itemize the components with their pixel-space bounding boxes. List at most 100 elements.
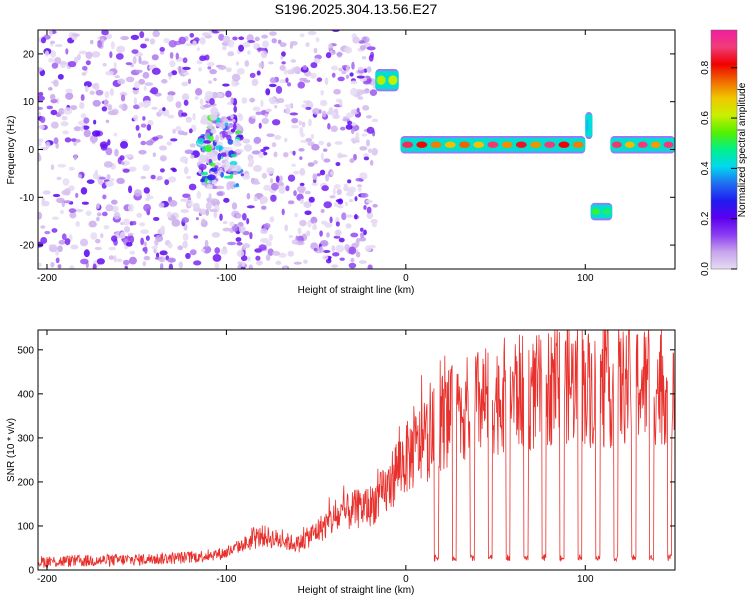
spectrogram-cell	[172, 168, 177, 173]
spectrogram-cell	[50, 164, 55, 171]
spectrogram-cell	[222, 227, 231, 232]
spectrogram-cell	[316, 77, 323, 82]
spectrogram-cell	[346, 112, 354, 118]
spectrogram-cell	[45, 141, 51, 149]
spectrogram-cell	[283, 137, 288, 143]
spectrogram-cell	[155, 252, 160, 258]
spectrogram-cell	[339, 154, 348, 158]
spectrogram-cell	[238, 225, 246, 233]
spectrogram-cell	[444, 141, 456, 148]
spectrogram-cell	[312, 107, 321, 115]
spectrogram-cell	[80, 258, 89, 265]
spectrogram-cell	[183, 99, 189, 106]
spectrogram-cell	[241, 97, 248, 104]
spectrogram-cell	[127, 232, 134, 236]
spectrogram-cell	[243, 144, 253, 152]
spectrogram-cell	[312, 173, 318, 181]
spectrogram-cell	[113, 132, 118, 137]
spectrogram-cell	[75, 192, 79, 198]
spectrogram-cell	[58, 108, 65, 115]
spectrogram-cell	[164, 179, 170, 186]
spectrogram-cell	[41, 196, 45, 203]
spectrogram-cell	[226, 184, 231, 191]
spectrogram-cell	[110, 235, 118, 242]
spectrogram-cell	[219, 167, 223, 174]
spectrogram-cell	[331, 245, 336, 252]
spectrogram-cell	[189, 143, 196, 148]
spectrogram-cell	[200, 178, 204, 183]
spectrogram-cell	[72, 33, 80, 37]
spectrogram-cell	[175, 125, 182, 132]
spectrogram-cell	[273, 151, 278, 158]
spectrogram-cell	[232, 123, 237, 131]
spectrogram-cell	[357, 66, 364, 71]
spectrogram-cell	[319, 239, 329, 247]
spectrogram-cell	[130, 34, 140, 40]
spectrogram-cell	[279, 42, 287, 48]
spectrogram-cell	[181, 217, 190, 224]
spectrogram-cells	[38, 30, 675, 269]
spectrogram-cell	[167, 257, 176, 263]
spectrogram-cell	[251, 181, 261, 185]
colorbar-tick-label: 0.6	[700, 111, 711, 125]
spectrogram-cell	[224, 146, 233, 151]
spectrogram-cell	[287, 250, 294, 257]
spectrogram-cell	[61, 115, 68, 121]
spectrogram-cell	[209, 112, 218, 121]
spectrogram-cell	[57, 245, 63, 253]
spectrogram-cell	[185, 116, 192, 123]
spectrogram-cell	[48, 244, 57, 248]
spectrogram-cell	[281, 61, 286, 65]
spectrogram-cell	[262, 40, 269, 49]
spectrogram-cell	[333, 184, 341, 190]
spectrogram-cell	[235, 149, 244, 153]
spectrogram-cell	[313, 160, 318, 165]
spectrogram-cell	[222, 220, 228, 225]
spectrogram-cell	[348, 262, 357, 269]
spectrogram-cell	[150, 174, 156, 180]
spectrogram-cell	[318, 246, 324, 254]
spectrogram-cell	[334, 141, 343, 145]
spectrogram-cell	[100, 233, 104, 239]
spectrogram-cell	[352, 36, 360, 44]
spectrogram-cell	[49, 93, 56, 101]
spectrogram-cell	[50, 261, 55, 268]
spectrogram-cell	[360, 89, 370, 94]
spectrogram-cell	[342, 118, 349, 122]
spectrogram-cell	[515, 141, 527, 148]
spectrogram-cell	[38, 124, 45, 130]
spectrogram-cell	[235, 213, 242, 219]
spectrogram-cell	[140, 43, 147, 49]
spectrogram-cell	[265, 240, 272, 247]
spectrogram-cell	[258, 152, 264, 159]
spectrogram-cell	[355, 177, 363, 182]
spectrogram-feature	[38, 30, 379, 269]
spectrogram-cell	[220, 171, 224, 178]
spectrogram-cell	[64, 238, 71, 246]
spectrogram-cell	[318, 109, 322, 114]
spectrogram-cell	[224, 156, 229, 161]
spectrogram-cell	[284, 104, 293, 108]
spectrogram-cell	[325, 173, 330, 182]
spectrogram-cell	[82, 65, 88, 71]
spectrogram-cell	[152, 152, 157, 158]
spectrogram-cell	[355, 251, 361, 258]
spectrogram-cell	[209, 208, 218, 213]
spectrogram-cell	[179, 156, 188, 163]
spectrogram-cell	[181, 209, 187, 213]
spectrogram-cell	[116, 258, 123, 263]
spectrogram-cell	[322, 255, 329, 261]
spectrogram-cell	[81, 201, 89, 205]
spectrogram-cell	[92, 263, 97, 269]
spectrogram-cell	[366, 126, 375, 134]
spectrogram-cell	[80, 113, 87, 119]
spectrogram-cell	[363, 229, 367, 236]
spectrogram-cell	[240, 255, 248, 262]
spectrogram-cell	[349, 199, 354, 203]
spectrogram-cell	[299, 198, 304, 205]
y-tick-label: 300	[17, 433, 34, 444]
spectrogram-cell	[38, 95, 45, 102]
spectrogram-cell	[358, 40, 365, 44]
spectrogram-cell	[430, 141, 442, 148]
spectrogram-cell	[185, 252, 191, 260]
